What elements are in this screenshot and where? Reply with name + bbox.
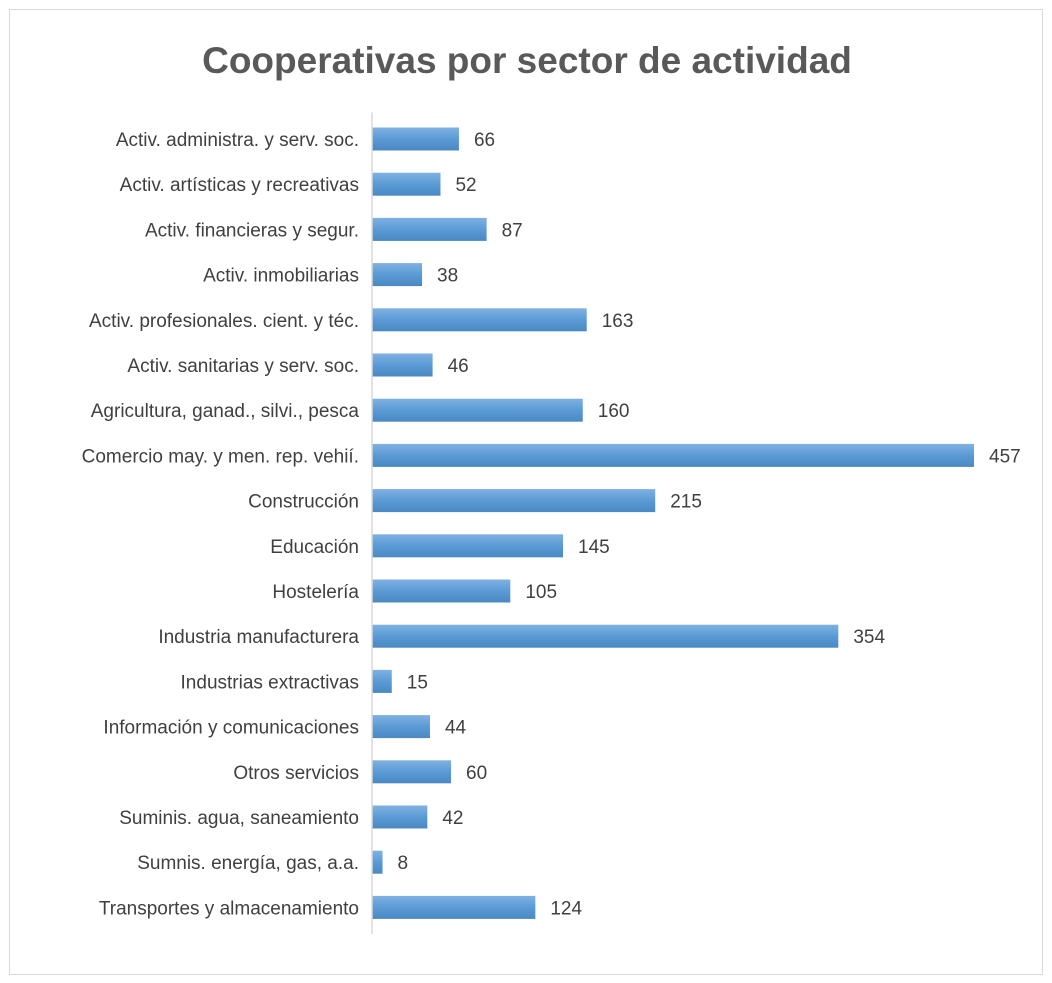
category-label: Suminis. agua, saneamiento [119,808,359,829]
bars-layer [372,127,974,919]
data-label: 42 [442,808,463,829]
chart-frame: Cooperativas por sector de actividad Act… [9,9,1043,975]
bar [372,217,487,241]
category-label: Transportes y almacenamiento [99,898,359,919]
data-label: 354 [853,627,885,648]
bar [372,127,459,151]
bar-chart-plot: Activ. administra. y serv. soc. 66 Activ. … [82,112,1021,934]
bar [372,624,839,648]
category-label: Construcción [248,492,359,513]
bar [372,172,441,196]
bar [372,805,428,829]
bar [372,534,564,558]
data-label: 52 [455,175,476,196]
category-label: Comercio may. y men. rep. vehií. [82,446,359,467]
bar [372,579,511,603]
data-label: 38 [437,266,458,287]
data-label: 8 [398,853,409,874]
data-label: 215 [670,492,702,513]
data-label: 15 [407,672,428,693]
bar [372,263,423,287]
bar [372,850,383,874]
category-label: Industria manufacturera [158,627,359,648]
category-label: Activ. sanitarias y serv. soc. [127,356,359,377]
bar [372,895,536,919]
category-label: Activ. profesionales. cient. y téc. [89,311,359,332]
bar [372,353,433,377]
data-label: 163 [602,311,634,332]
bar [372,443,974,467]
bar [372,398,583,422]
category-label: Hostelería [272,582,359,603]
data-label: 457 [989,446,1021,467]
category-label: Sumnis. energía, gas, a.a. [137,853,359,874]
category-label: Activ. artísticas y recreativas [120,175,359,196]
bar [372,669,392,693]
bar [372,715,430,739]
chart-title: Cooperativas por sector de actividad [202,40,852,81]
data-label: 160 [598,401,630,422]
category-label: Industrias extractivas [181,672,359,693]
bar [372,489,656,513]
data-label: 44 [445,718,467,739]
category-label: Información y comunicaciones [103,718,359,739]
category-label: Activ. inmobiliarias [203,266,359,287]
data-label: 66 [474,130,495,151]
data-label: 60 [466,763,487,784]
labels-layer: Activ. administra. y serv. soc. 66 Activ. … [82,130,1021,919]
category-label: Agricultura, ganad., silvi., pesca [91,401,360,422]
category-label: Activ. administra. y serv. soc. [116,130,359,151]
data-label: 46 [448,356,469,377]
category-label: Activ. financieras y segur. [145,220,359,241]
data-label: 87 [502,220,523,241]
bar [372,308,587,332]
data-label: 124 [550,898,582,919]
data-label: 145 [578,537,610,558]
bar [372,760,452,784]
category-label: Otros servicios [233,763,359,784]
category-label: Educación [270,537,359,558]
data-label: 105 [525,582,557,603]
